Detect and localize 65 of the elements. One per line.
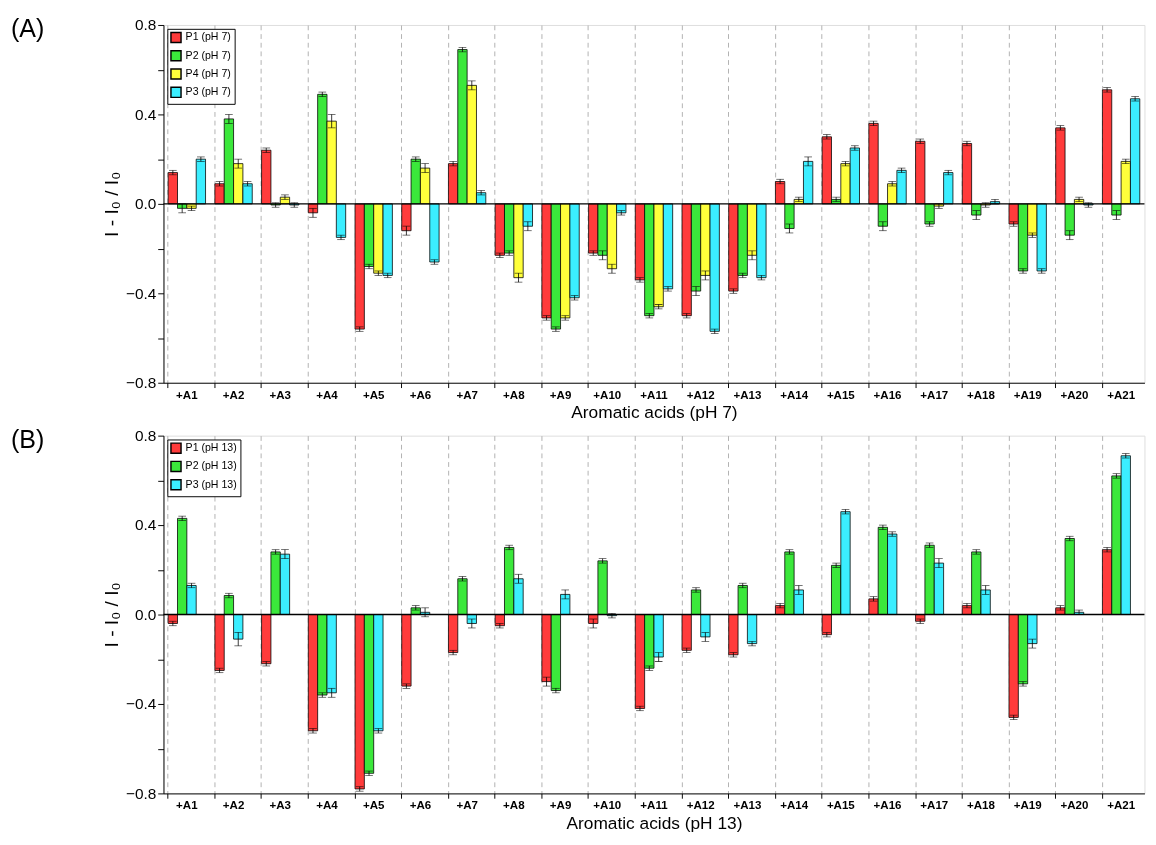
- x-tick-label: +A17: [920, 388, 949, 401]
- legend-label: P3 (pH 13): [185, 477, 237, 490]
- x-tick-label: +A8: [503, 388, 526, 401]
- x-tick-label: +A16: [873, 388, 902, 401]
- x-tick-label: +A21: [1107, 388, 1136, 401]
- y-axis-title: I - I₀ / I₀: [101, 171, 123, 237]
- y-tick-label: 0.0: [134, 605, 157, 623]
- x-tick-label: +A2: [222, 799, 245, 812]
- chart-title: (A): [10, 14, 45, 43]
- x-tick-label: +A3: [269, 799, 292, 812]
- x-tick-label: +A9: [549, 388, 572, 401]
- x-tick-label: +A10: [593, 799, 622, 812]
- legend-label: P3 (pH 7): [185, 85, 231, 98]
- x-tick-label: +A10: [593, 388, 622, 401]
- x-tick-label: +A12: [686, 799, 715, 812]
- x-tick-label: +A5: [362, 799, 386, 812]
- x-tick-label: +A1: [176, 388, 199, 401]
- x-tick-label: +A15: [826, 799, 856, 812]
- x-tick-label: +A17: [920, 799, 949, 812]
- chart-title: (B): [10, 425, 45, 454]
- y-axis-title: I - I₀ / I₀: [101, 582, 123, 648]
- y-tick-label: 0.8: [134, 426, 157, 444]
- x-tick-label: +A2: [222, 388, 245, 401]
- x-tick-label: +A21: [1107, 799, 1136, 812]
- legend-label: P2 (pH 13): [185, 459, 237, 472]
- x-tick-label: +A4: [316, 799, 339, 812]
- x-tick-label: +A13: [733, 799, 762, 812]
- x-tick-label: +A5: [362, 388, 386, 401]
- x-tick-label: +A16: [873, 799, 902, 812]
- y-tick-label: 0.4: [134, 516, 157, 534]
- x-tick-label: +A3: [269, 388, 292, 401]
- x-tick-label: +A8: [503, 799, 526, 812]
- x-tick-label: +A14: [780, 799, 809, 812]
- x-tick-label: +A6: [409, 388, 432, 401]
- x-tick-label: +A15: [826, 388, 856, 401]
- x-axis-title: Aromatic acids (pH 13): [566, 812, 743, 833]
- legend-label: P1 (pH 7): [185, 30, 231, 43]
- y-tick-label: 0.0: [134, 195, 157, 213]
- y-tick-label: −0.8: [125, 374, 157, 392]
- legend-label: P4 (pH 7): [185, 66, 231, 79]
- legend-label: P1 (pH 13): [185, 441, 237, 454]
- y-tick-label: 0.4: [134, 105, 157, 123]
- x-tick-label: +A11: [640, 388, 669, 401]
- x-tick-label: +A20: [1060, 388, 1089, 401]
- x-tick-label: +A11: [640, 799, 669, 812]
- x-tick-label: +A9: [549, 799, 572, 812]
- x-tick-label: +A19: [1013, 799, 1042, 812]
- y-tick-label: −0.8: [125, 784, 157, 802]
- x-tick-label: +A18: [967, 388, 996, 401]
- x-tick-label: +A12: [686, 388, 715, 401]
- y-tick-label: −0.4: [125, 695, 157, 713]
- x-tick-label: +A14: [780, 388, 809, 401]
- x-tick-label: +A1: [176, 799, 199, 812]
- x-tick-label: +A4: [316, 388, 339, 401]
- x-tick-label: +A6: [409, 799, 432, 812]
- y-tick-label: 0.8: [134, 16, 157, 34]
- x-tick-label: +A18: [967, 799, 996, 812]
- x-tick-label: +A7: [456, 799, 478, 812]
- x-tick-label: +A13: [733, 388, 762, 401]
- x-tick-label: +A20: [1060, 799, 1089, 812]
- x-axis-title: Aromatic acids (pH 7): [571, 401, 738, 422]
- y-tick-label: −0.4: [125, 284, 157, 302]
- x-tick-label: +A19: [1013, 388, 1042, 401]
- legend-label: P2 (pH 7): [185, 48, 231, 61]
- x-tick-label: +A7: [456, 388, 478, 401]
